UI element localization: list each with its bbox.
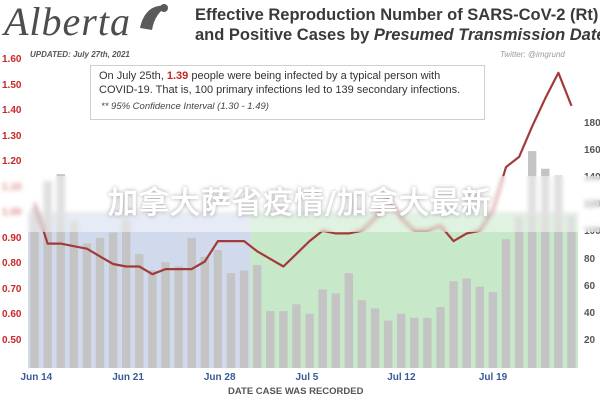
annotation-rt-value: 1.39 xyxy=(166,70,189,82)
case-bar xyxy=(488,292,498,368)
case-bar xyxy=(148,270,157,368)
case-bar xyxy=(82,243,92,368)
case-bar xyxy=(200,256,209,368)
case-bar xyxy=(69,221,79,368)
annotation-pre: On July 25th, xyxy=(99,70,167,82)
case-bar xyxy=(292,304,301,368)
case-bar xyxy=(331,293,340,368)
case-bar xyxy=(397,313,406,368)
case-bar xyxy=(567,216,576,368)
title-line-1: Effective Reproduction Number of SARS-Co… xyxy=(195,6,599,24)
case-bar xyxy=(475,286,484,368)
annotation-text: On July 25th, 1.39 people were being inf… xyxy=(99,69,476,97)
case-bar xyxy=(30,208,39,368)
case-bar xyxy=(370,308,380,368)
case-bar xyxy=(43,180,52,368)
confidence-interval: ** 95% Confidence Interval (1.30 - 1.49) xyxy=(101,101,269,112)
case-bar xyxy=(135,254,144,368)
right-tick-label: 160 xyxy=(584,145,600,157)
case-bar xyxy=(266,311,275,368)
case-bar xyxy=(305,313,314,368)
wild-rose-icon xyxy=(140,4,168,30)
right-tick-label: 180 xyxy=(584,118,600,129)
overlay-caption: 加拿大萨省疫情/加拿大最新 xyxy=(108,186,492,221)
shading-layer xyxy=(28,213,578,368)
case-bar xyxy=(252,264,262,368)
left-tick-label: 1.50 xyxy=(2,79,22,91)
left-tick-label: 0.50 xyxy=(2,334,22,346)
case-bar xyxy=(514,216,524,368)
left-tick-label: 0.70 xyxy=(2,283,22,295)
right-tick-label: 60 xyxy=(584,280,596,292)
alberta-logo: Alberta xyxy=(4,0,131,44)
right-tick-label: 20 xyxy=(584,334,596,346)
left-tick-label: 0.90 xyxy=(2,232,22,244)
case-bar xyxy=(56,174,65,368)
case-bar xyxy=(436,307,445,368)
overlay-band xyxy=(0,176,600,232)
left-tick-label: 1.40 xyxy=(2,105,22,116)
case-bar xyxy=(541,168,550,368)
left-tick-label: 1.60 xyxy=(2,54,22,65)
case-bar xyxy=(161,262,170,368)
right-tick-label: 40 xyxy=(584,307,596,319)
twitter-credit: Twitter: @imgrund xyxy=(500,50,565,59)
case-bar xyxy=(423,317,432,368)
x-tick-label: Jun 14 xyxy=(20,372,53,383)
annotation-box: On July 25th, 1.39 people were being inf… xyxy=(90,65,485,120)
x-tick-label: Jun 21 xyxy=(112,372,144,383)
left-tick-label: 1.20 xyxy=(2,156,22,167)
x-tick-label: Jul 19 xyxy=(478,372,508,383)
case-bar xyxy=(279,311,288,368)
left-tick-label: 0.80 xyxy=(2,258,22,269)
case-bar xyxy=(226,273,236,368)
bars-layer xyxy=(30,151,576,368)
x-tick-label: Jul 12 xyxy=(387,372,416,383)
title-line-2-prefix: and Positive Cases by xyxy=(195,26,374,44)
case-bar xyxy=(318,289,327,368)
case-bar xyxy=(174,266,183,368)
x-tick-label: Jun 28 xyxy=(203,372,236,383)
x-axis-label: DATE CASE WAS RECORDED xyxy=(228,386,364,397)
case-bar xyxy=(554,175,563,368)
case-bar xyxy=(383,320,393,368)
updated-date: UPDATED: July 27th, 2021 xyxy=(30,50,130,59)
title-line-2-italic: Presumed Transmission Date xyxy=(373,26,600,44)
case-bar xyxy=(213,250,223,368)
case-bar xyxy=(344,273,354,368)
annotation-post: people were being infected by a typical … xyxy=(99,70,461,96)
case-bar xyxy=(501,239,511,368)
chart-title: Effective Reproduction Number of SARS-Co… xyxy=(195,5,600,45)
case-bar xyxy=(357,300,367,368)
case-bar xyxy=(527,151,537,368)
case-bar xyxy=(108,232,118,368)
left-tick-label: 1.30 xyxy=(2,130,22,142)
case-bar xyxy=(410,317,419,368)
case-bar xyxy=(462,278,471,368)
x-tick-label: Jul 5 xyxy=(295,372,319,383)
case-bar xyxy=(95,237,105,368)
title-line-2: and Positive Cases by Presumed Transmiss… xyxy=(195,25,600,45)
case-bar xyxy=(239,270,249,368)
case-bar xyxy=(449,281,458,368)
right-tick-label: 80 xyxy=(584,253,596,265)
case-bar xyxy=(122,218,131,368)
case-bar xyxy=(187,237,196,368)
left-tick-label: 0.60 xyxy=(2,309,22,320)
